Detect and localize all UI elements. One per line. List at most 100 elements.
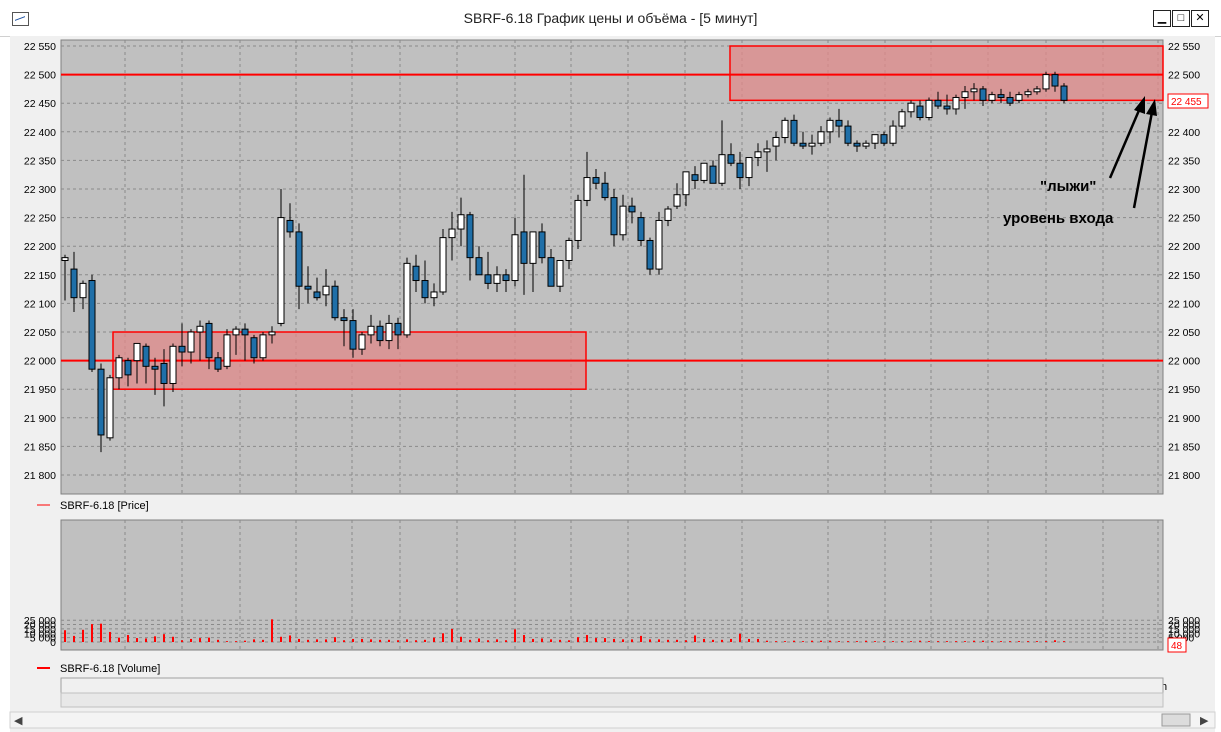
candle-body bbox=[259, 334, 267, 359]
volume-series bbox=[64, 619, 1074, 642]
volume-tick-left: 5 000 bbox=[30, 633, 56, 645]
candle-body bbox=[466, 214, 474, 259]
candle-body bbox=[889, 125, 897, 144]
price-tick-right: 21 850 bbox=[1168, 441, 1200, 453]
candle-body bbox=[439, 237, 447, 293]
candle-body bbox=[880, 134, 888, 144]
volume-tick-right: 15 000 bbox=[1168, 624, 1200, 636]
price-tick-right: 22 150 bbox=[1168, 270, 1200, 282]
volume-legend: SBRF-6.18 [Volume] bbox=[60, 663, 160, 675]
candle-body bbox=[970, 88, 978, 93]
price-panel[interactable] bbox=[60, 39, 1164, 495]
last-volume-label: 48 bbox=[1171, 641, 1183, 652]
price-tick-right: 22 350 bbox=[1168, 155, 1200, 167]
volume-tick-left: 20 000 bbox=[24, 620, 56, 632]
candle-body bbox=[349, 320, 357, 350]
candle-body bbox=[538, 231, 546, 259]
candle-body bbox=[952, 96, 960, 110]
candle-body bbox=[106, 377, 114, 439]
candle-body bbox=[340, 317, 348, 322]
arrow-skis-head bbox=[1134, 96, 1145, 114]
price-tick-left: 21 950 bbox=[24, 384, 56, 396]
candle-body bbox=[115, 357, 123, 379]
window-title: SBRF-6.18 График цены и объёма - [5 мину… bbox=[463, 10, 758, 26]
price-tick-right: 21 900 bbox=[1168, 413, 1200, 425]
price-tick-left: 22 550 bbox=[24, 41, 56, 53]
candle-body bbox=[430, 291, 438, 299]
candle-body bbox=[529, 231, 537, 264]
candle-body bbox=[835, 119, 843, 127]
candle-body bbox=[700, 162, 708, 181]
candle-body bbox=[331, 285, 339, 319]
candle-body bbox=[403, 262, 411, 336]
candle-body bbox=[745, 157, 753, 179]
scrollbar-thumb[interactable] bbox=[1161, 713, 1191, 727]
candle-body bbox=[502, 274, 510, 282]
volume-grid bbox=[61, 520, 1163, 650]
candle-body bbox=[790, 119, 798, 144]
candle-body bbox=[862, 142, 870, 147]
last-price-label: 22 455 bbox=[1171, 97, 1202, 108]
candle-body bbox=[826, 119, 834, 133]
candle-body bbox=[574, 199, 582, 241]
candle-body bbox=[709, 165, 717, 184]
candle-body bbox=[457, 214, 465, 230]
close-button[interactable]: ✕ bbox=[1191, 10, 1209, 27]
price-tick-left: 21 900 bbox=[24, 413, 56, 425]
candle-body bbox=[547, 257, 555, 287]
price-tick-left: 22 500 bbox=[24, 70, 56, 82]
candle-body bbox=[1015, 94, 1023, 101]
price-tick-right: 22 500 bbox=[1168, 70, 1200, 82]
minimize-button[interactable]: ▁ bbox=[1153, 10, 1171, 27]
candle-body bbox=[601, 182, 609, 199]
candle-body bbox=[799, 142, 807, 147]
candle-body bbox=[988, 94, 996, 101]
candle-body bbox=[655, 219, 663, 270]
price-tick-right: 22 250 bbox=[1168, 213, 1200, 225]
price-tick-left: 22 300 bbox=[24, 184, 56, 196]
candle-body bbox=[187, 331, 195, 353]
price-tick-left: 22 250 bbox=[24, 213, 56, 225]
candle-body bbox=[322, 285, 330, 296]
price-tick-left: 22 100 bbox=[24, 298, 56, 310]
candle-body bbox=[295, 231, 303, 287]
candle-body bbox=[79, 282, 87, 299]
candle-body bbox=[151, 365, 159, 370]
scroll-right-icon[interactable]: ▶ bbox=[1200, 715, 1209, 727]
price-tick-left: 22 450 bbox=[24, 98, 56, 110]
candle-body bbox=[583, 177, 591, 201]
candle-body bbox=[727, 154, 735, 164]
candle-body bbox=[1042, 74, 1050, 90]
last-price-box bbox=[1167, 93, 1209, 109]
volume-tick-left: 15 000 bbox=[24, 624, 56, 636]
price-tick-left: 22 350 bbox=[24, 155, 56, 167]
candle-body bbox=[1024, 91, 1032, 96]
candle-body bbox=[1060, 85, 1068, 101]
price-tick-left: 22 000 bbox=[24, 356, 56, 368]
candle-body bbox=[358, 334, 366, 350]
candle-body bbox=[772, 137, 780, 147]
price-legend: SBRF-6.18 [Price] bbox=[60, 500, 149, 512]
annotation-entry-level: уровень входа bbox=[1003, 210, 1114, 227]
volume-tick-right: 10 000 bbox=[1168, 628, 1200, 640]
volume-panel[interactable] bbox=[60, 519, 1164, 651]
candle-body bbox=[223, 334, 231, 367]
maximize-button[interactable]: □ bbox=[1172, 10, 1190, 27]
candle-body bbox=[997, 94, 1005, 98]
horizontal-scrollbar[interactable] bbox=[9, 711, 1216, 729]
candle-body bbox=[178, 345, 186, 353]
scroll-left-icon[interactable]: ◀ bbox=[14, 715, 23, 727]
candle-body bbox=[160, 362, 168, 384]
price-zone bbox=[729, 45, 1164, 102]
time-axis bbox=[60, 677, 1164, 694]
candle-body bbox=[142, 345, 150, 367]
price-tick-right: 22 550 bbox=[1168, 41, 1200, 53]
candle-body bbox=[412, 265, 420, 282]
candle-body bbox=[313, 291, 321, 299]
candle-body bbox=[817, 131, 825, 144]
price-tick-left: 21 850 bbox=[24, 441, 56, 453]
candle-body bbox=[718, 154, 726, 184]
candle-body bbox=[943, 105, 951, 110]
